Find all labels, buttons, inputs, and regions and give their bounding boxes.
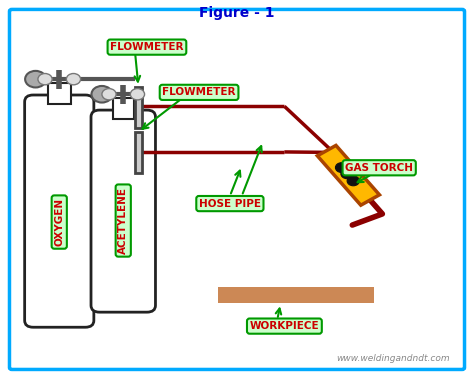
Circle shape bbox=[341, 169, 353, 179]
Text: FLOWMETER: FLOWMETER bbox=[110, 42, 184, 52]
Circle shape bbox=[38, 74, 52, 85]
Circle shape bbox=[130, 89, 145, 100]
Text: ACETYLENE: ACETYLENE bbox=[118, 187, 128, 254]
Text: Figure - 1: Figure - 1 bbox=[199, 6, 275, 20]
Bar bbox=[135, 132, 142, 173]
FancyBboxPatch shape bbox=[9, 9, 465, 369]
Text: www.weldingandndt.com: www.weldingandndt.com bbox=[337, 354, 450, 363]
Bar bbox=[113, 98, 134, 119]
Text: OXYGEN: OXYGEN bbox=[54, 198, 64, 246]
Circle shape bbox=[91, 86, 112, 103]
FancyBboxPatch shape bbox=[25, 95, 94, 327]
Circle shape bbox=[25, 71, 46, 87]
Bar bbox=[48, 83, 71, 104]
Text: GAS TORCH: GAS TORCH bbox=[345, 163, 413, 173]
Text: WORKPIECE: WORKPIECE bbox=[250, 321, 319, 331]
FancyBboxPatch shape bbox=[218, 287, 374, 303]
Polygon shape bbox=[317, 146, 380, 205]
Circle shape bbox=[336, 163, 348, 173]
Circle shape bbox=[347, 176, 359, 186]
FancyBboxPatch shape bbox=[91, 110, 155, 312]
Text: HOSE PIPE: HOSE PIPE bbox=[199, 199, 261, 208]
Circle shape bbox=[66, 74, 81, 85]
Circle shape bbox=[102, 89, 116, 100]
Bar bbox=[135, 87, 142, 128]
Text: FLOWMETER: FLOWMETER bbox=[162, 87, 236, 97]
